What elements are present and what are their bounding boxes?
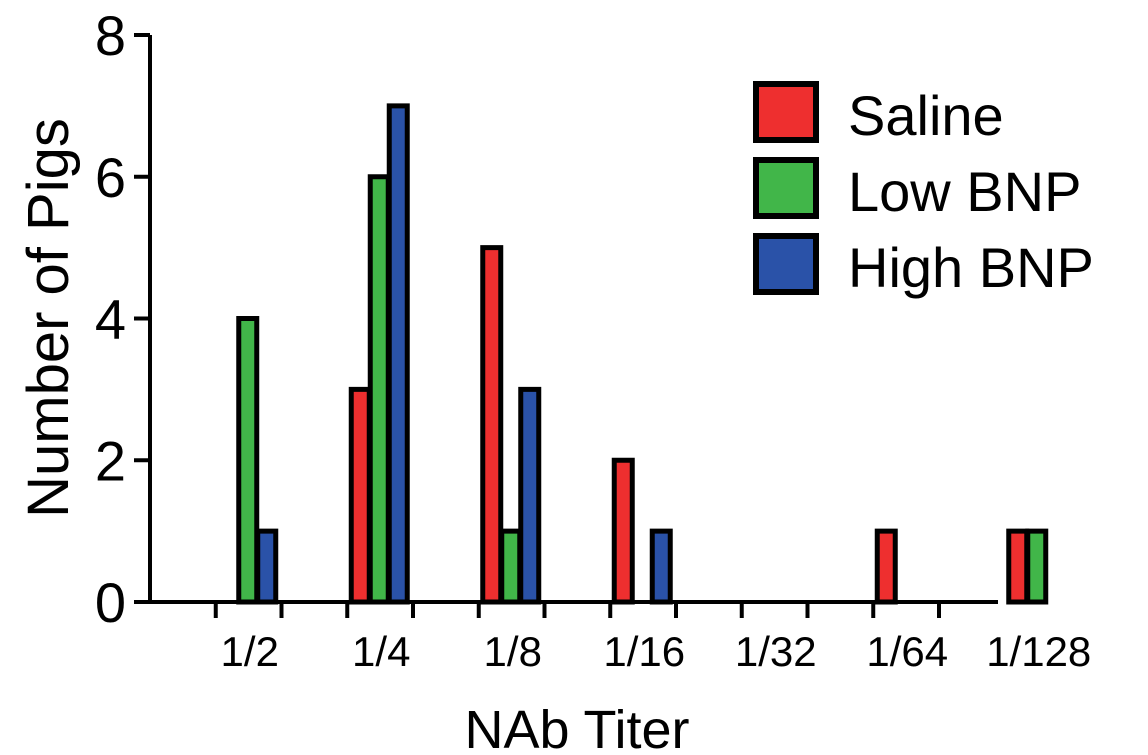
bar-saline-1-4	[348, 386, 372, 605]
x-tick-label: 1/32	[735, 628, 817, 675]
legend: Saline Low BNP High BNP	[753, 81, 1094, 299]
y-tick-label: 2	[95, 429, 126, 492]
legend-swatch-low-bnp	[753, 157, 819, 219]
bar-low-bnp-1-2	[236, 316, 260, 605]
bar-saline-1-128	[1006, 528, 1030, 605]
x-tick-label: 1/64	[866, 628, 948, 675]
bar-high-bnp-1-8	[518, 386, 542, 605]
bar-high-bnp-1-2	[255, 528, 279, 605]
legend-label-saline: Saline	[848, 84, 1004, 147]
legend-label-low-bnp: Low BNP	[848, 160, 1081, 223]
legend-swatch-high-bnp	[753, 233, 819, 295]
y-tick-label: 6	[95, 146, 126, 209]
legend-label-high-bnp: High BNP	[848, 236, 1094, 299]
legend-swatch-saline	[753, 81, 819, 143]
x-axis-title: NAb Titer	[464, 700, 689, 755]
bar-high-bnp-1-16	[649, 528, 673, 605]
y-tick-label: 4	[95, 288, 126, 351]
x-tick-label: 1/16	[603, 628, 685, 675]
x-tick-label: 1/128	[986, 628, 1091, 675]
bar-saline-1-8	[480, 245, 504, 605]
bar-saline-1-16	[611, 457, 635, 605]
y-tick-label: 8	[95, 4, 126, 67]
axes-layer: 0 2 4 6 8 1/2 1/4 1/8 1/16 1/32 1/64 1/128	[95, 4, 1091, 675]
bar-saline-1-64	[874, 528, 898, 605]
y-axis-title: Number of Pigs	[16, 118, 81, 518]
bar-low-bnp-1-4	[367, 174, 391, 605]
x-tick-label: 1/2	[221, 628, 279, 675]
bar-low-bnp-1-8	[499, 528, 523, 605]
bar-low-bnp-1-128	[1025, 528, 1049, 605]
y-tick-label: 0	[95, 571, 126, 634]
x-tick-label: 1/8	[484, 628, 542, 675]
bar-high-bnp-1-4	[386, 103, 410, 605]
x-tick-label: 1/4	[352, 628, 410, 675]
